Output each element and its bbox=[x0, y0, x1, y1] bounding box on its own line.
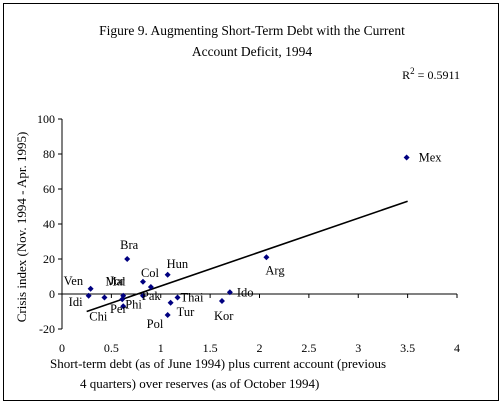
data-point-label: Tur bbox=[177, 305, 195, 319]
data-point-label: Hun bbox=[167, 257, 189, 271]
x-tick-label: 1 bbox=[158, 341, 164, 355]
data-point bbox=[87, 285, 94, 292]
x-tick-label: 1.5 bbox=[203, 341, 218, 355]
data-point bbox=[85, 292, 92, 299]
x-axis-label-line-1: Short-term debt (as of June 1994) plus c… bbox=[50, 356, 386, 371]
chart-title-line-2: Account Deficit, 1994 bbox=[192, 44, 313, 59]
x-tick-label: 2 bbox=[257, 341, 263, 355]
y-tick-label: 100 bbox=[37, 112, 55, 126]
data-point-label: Mal bbox=[105, 275, 126, 289]
y-tick-label: 0 bbox=[49, 287, 55, 301]
scatter-chart: Figure 9. Augmenting Short-Term Debt wit… bbox=[14, 23, 460, 391]
x-tick-label: 0.5 bbox=[104, 341, 119, 355]
data-point bbox=[119, 296, 126, 303]
data-point bbox=[226, 289, 233, 296]
x-tick-label: 3.5 bbox=[400, 341, 415, 355]
r-squared-symbol: R bbox=[402, 68, 410, 82]
x-tick-label: 2.5 bbox=[301, 341, 316, 355]
data-point bbox=[167, 299, 174, 306]
data-point-label: Kor bbox=[214, 309, 234, 323]
y-tick-label: 80 bbox=[43, 147, 55, 161]
data-point-label: Ven bbox=[64, 274, 84, 288]
data-point-label: Idi bbox=[69, 295, 83, 309]
data-point bbox=[164, 271, 171, 278]
axes: -20 0 20 40 60 80 100 0 0.5 1 1.5 2 2.5 3 3.5 4 bbox=[37, 112, 460, 355]
chart-frame: Figure 9. Augmenting Short-Term Debt wit… bbox=[3, 3, 499, 401]
data-point bbox=[164, 312, 171, 318]
data-point-label: Col bbox=[141, 266, 160, 280]
y-tick-label: 40 bbox=[43, 217, 55, 231]
data-point-label: Bra bbox=[120, 238, 139, 252]
data-point-label: Pol bbox=[147, 317, 164, 331]
y-tick-label: 20 bbox=[43, 252, 55, 266]
data-point bbox=[120, 303, 127, 310]
y-axis-label: Crisis index (Nov. 1994 - Apr. 1995) bbox=[14, 132, 29, 323]
data-point bbox=[403, 154, 410, 161]
x-tick-label: 4 bbox=[454, 341, 460, 355]
data-point-label: Per bbox=[110, 302, 128, 316]
r-squared-superscript: 2 bbox=[410, 66, 415, 76]
data-point-label: Phi bbox=[125, 297, 142, 311]
data-point bbox=[139, 278, 146, 285]
data-point-label: Arg bbox=[265, 263, 285, 277]
data-point-label: Thai bbox=[181, 291, 204, 305]
y-tick-label: 60 bbox=[43, 182, 55, 196]
data-point bbox=[124, 256, 131, 262]
x-tick-label: 0 bbox=[59, 341, 65, 355]
x-tick-label: 3 bbox=[355, 341, 361, 355]
data-point bbox=[174, 294, 181, 301]
trendline bbox=[86, 200, 408, 313]
data-point-label: Chi bbox=[89, 309, 108, 323]
r-squared-label: R2 = 0.5911 bbox=[402, 66, 460, 82]
r-squared-value: = 0.5911 bbox=[415, 68, 460, 82]
data-point bbox=[139, 292, 146, 299]
data-point bbox=[218, 298, 225, 304]
data-point-label: Ido bbox=[237, 285, 254, 299]
trendline-layer bbox=[86, 200, 408, 313]
data-point bbox=[263, 254, 270, 261]
x-axis-label-line-2: 4 quarters) over reserves (as of October… bbox=[80, 376, 319, 391]
data-point-label: Mex bbox=[419, 151, 443, 165]
data-point-label: Jor bbox=[109, 274, 125, 288]
data-point-label: Pak bbox=[142, 289, 162, 303]
chart-title-line-1: Figure 9. Augmenting Short-Term Debt wit… bbox=[99, 23, 405, 38]
data-point bbox=[147, 284, 154, 290]
y-tick-label: -20 bbox=[39, 322, 55, 336]
data-point bbox=[101, 294, 108, 301]
